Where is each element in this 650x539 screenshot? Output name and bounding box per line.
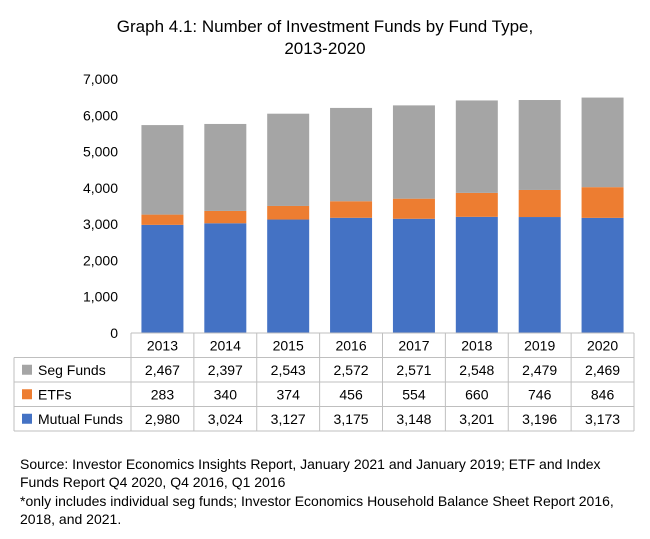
legend-label: Mutual Funds: [38, 411, 123, 427]
bar-seg-funds: [455, 100, 498, 193]
bar-seg-funds: [267, 113, 310, 206]
bar-mutual-funds: [455, 216, 498, 333]
bar-mutual-funds: [330, 217, 373, 333]
bar-etfs: [455, 192, 498, 217]
data-table-value: 3,173: [585, 411, 620, 427]
category-label: 2013: [147, 337, 178, 353]
legend-key-seg-funds: [22, 364, 32, 375]
data-table-value: 2,467: [145, 362, 180, 378]
y-tick-label: 3,000: [83, 216, 118, 232]
bar-seg-funds: [204, 123, 247, 211]
bar-etfs: [141, 214, 184, 225]
bar-seg-funds: [141, 125, 184, 215]
data-table-value: 283: [151, 386, 175, 402]
bar-mutual-funds: [267, 219, 310, 333]
y-tick-label: 1,000: [83, 289, 118, 305]
data-table-value: 3,196: [522, 411, 557, 427]
footnote: *only includes individual seg funds; Inv…: [20, 493, 614, 527]
data-table-value: 3,127: [271, 411, 306, 427]
category-label: 2018: [461, 337, 492, 353]
bar-etfs: [392, 198, 435, 219]
bar-seg-funds: [392, 105, 435, 199]
data-table-value: 2,543: [271, 362, 306, 378]
y-tick-label: 4,000: [83, 180, 118, 196]
bar-seg-funds: [581, 97, 624, 188]
chart-title: Graph 4.1: Number of Investment Funds by…: [116, 17, 534, 36]
category-label: 2016: [335, 337, 366, 353]
bar-mutual-funds: [141, 224, 184, 333]
bar-etfs: [330, 201, 373, 218]
y-tick-label: 0: [110, 325, 118, 341]
data-table-value: 2,548: [459, 362, 494, 378]
bar-etfs: [581, 187, 624, 218]
category-label: 2019: [524, 337, 555, 353]
legend-key-etfs: [22, 389, 32, 400]
category-label: 2020: [587, 337, 618, 353]
data-table-value: 2,469: [585, 362, 620, 378]
category-label: 2017: [398, 337, 429, 353]
data-table-value: 846: [591, 386, 615, 402]
bar-mutual-funds: [204, 223, 247, 333]
data-table-value: 2,571: [396, 362, 431, 378]
data-table-value: 660: [465, 386, 489, 402]
data-table-value: 2,572: [334, 362, 369, 378]
data-table-value: 2,479: [522, 362, 557, 378]
y-tick-label: 5,000: [83, 144, 118, 160]
source-note: Source: Investor Economics Insights Repo…: [20, 456, 601, 490]
data-table-value: 746: [528, 386, 552, 402]
category-label: 2014: [210, 337, 241, 353]
data-table-value: 3,148: [396, 411, 431, 427]
data-table-value: 374: [277, 386, 301, 402]
data-table-value: 3,024: [208, 411, 243, 427]
data-table-value: 554: [402, 386, 426, 402]
bar-mutual-funds: [518, 217, 561, 333]
data-table-value: 2,980: [145, 411, 180, 427]
bar-mutual-funds: [392, 218, 435, 333]
bar-seg-funds: [330, 107, 373, 202]
category-label: 2015: [273, 337, 304, 353]
data-table-value: 340: [214, 386, 238, 402]
bar-seg-funds: [518, 100, 561, 190]
data-table-value: 456: [339, 386, 363, 402]
bar-etfs: [204, 210, 247, 224]
legend-key-mutual-funds: [22, 413, 32, 424]
data-table-value: 2,397: [208, 362, 243, 378]
chart-subtitle-years: 2013-2020: [284, 39, 366, 58]
legend-label: ETFs: [38, 386, 71, 402]
y-tick-label: 6,000: [83, 107, 118, 123]
bar-mutual-funds: [581, 217, 624, 333]
stacked-bar-chart: 0 1,000 2,000 3,000 4,000 5,000 6,000 7,000 2013…: [13, 71, 635, 432]
bar-etfs: [518, 189, 561, 218]
data-table-value: 3,175: [334, 411, 369, 427]
data-table-value: 3,201: [459, 411, 494, 427]
y-tick-label: 2,000: [83, 252, 118, 268]
y-tick-label: 7,000: [83, 71, 118, 87]
legend-label: Seg Funds: [38, 362, 106, 378]
bar-etfs: [267, 205, 310, 220]
